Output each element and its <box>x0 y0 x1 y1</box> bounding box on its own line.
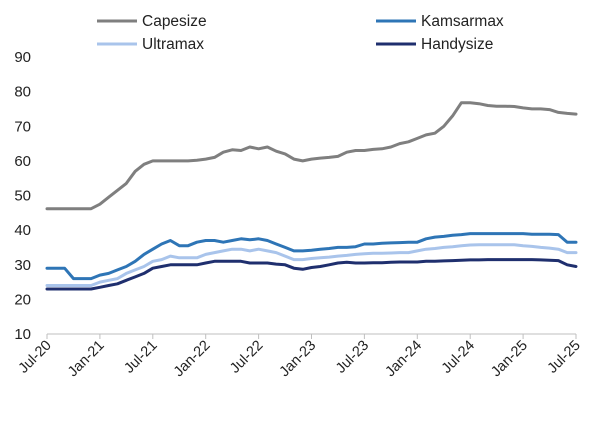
y-tick-label: 90 <box>14 49 31 66</box>
series-line-ultramax <box>45 243 578 287</box>
y-tick-label: 10 <box>14 326 31 343</box>
x-tick-label: Jul-22 <box>227 338 266 377</box>
y-tick-label: 70 <box>14 118 31 135</box>
x-tick-label: Jul-24 <box>439 338 478 377</box>
x-tick-label: Jul-23 <box>333 338 372 377</box>
series-line-kamsarmax <box>45 232 578 281</box>
legend-label-kamsarmax: Kamsarmax <box>421 13 504 30</box>
plot-area <box>45 101 578 291</box>
y-tick-label: 30 <box>14 257 31 274</box>
legend: Capesize Kamsarmax Ultramax Handysize <box>97 13 504 53</box>
y-tick-label: 60 <box>14 153 31 170</box>
x-axis: Jul-20 Jan-21 Jul-21 Jan-22 Jul-22 Jan-23 Jul-… <box>16 333 584 381</box>
x-tick-label: Jan-25 <box>488 338 531 381</box>
y-tick-label: 80 <box>14 84 31 101</box>
x-tick-label: Jan-21 <box>65 338 108 381</box>
series-line-handysize <box>45 258 578 291</box>
y-tick-label: 20 <box>14 291 31 308</box>
x-tick-label: Jan-23 <box>277 338 320 381</box>
x-tick-label: Jul-21 <box>121 338 160 377</box>
series-line-capesize <box>45 101 578 211</box>
x-tick-label: Jan-24 <box>382 338 425 381</box>
legend-label-capesize: Capesize <box>142 13 207 30</box>
x-tick-label: Jul-20 <box>16 338 55 377</box>
x-tick-label: Jul-25 <box>545 338 584 377</box>
x-tick-label: Jan-22 <box>171 338 214 381</box>
legend-label-ultramax: Ultramax <box>142 36 204 53</box>
y-tick-label: 40 <box>14 222 31 239</box>
y-axis: 10 20 30 40 50 60 70 80 90 <box>14 49 31 343</box>
legend-label-handysize: Handysize <box>421 36 493 53</box>
y-tick-label: 50 <box>14 188 31 205</box>
